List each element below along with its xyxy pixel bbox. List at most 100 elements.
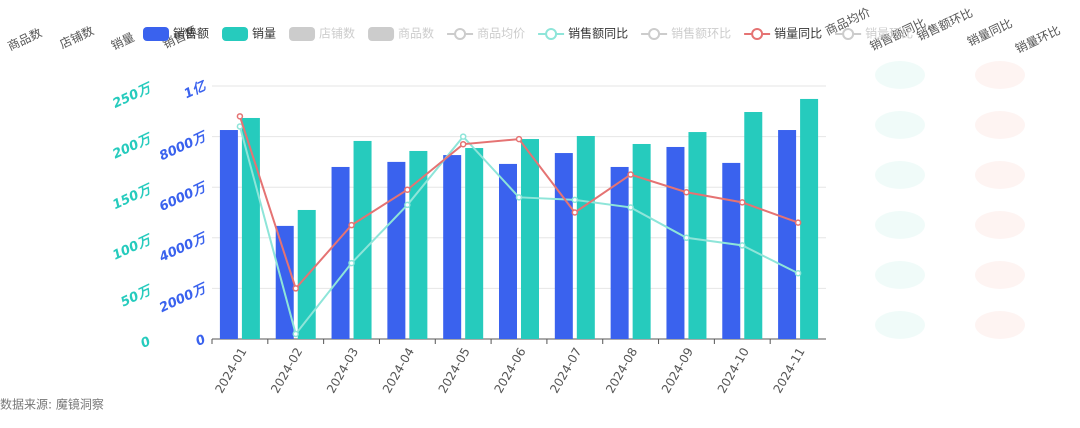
point <box>739 242 746 249</box>
legend-item[interactable]: 销量环比 <box>835 27 913 41</box>
y-tick-label: 1亿 <box>181 77 210 102</box>
axis-name: 商品数 <box>5 25 44 54</box>
legend-label: 店铺数 <box>319 26 355 41</box>
axis-name: 销量同比 <box>965 16 1014 49</box>
y2-tick-label: 200万 <box>110 131 155 163</box>
legend-swatch <box>222 27 249 41</box>
bar <box>610 166 629 339</box>
legend-item[interactable]: 商品数 <box>368 26 434 42</box>
point <box>571 196 579 204</box>
bar <box>499 163 517 339</box>
bar <box>443 155 462 339</box>
x-tick-label: 2024-05 <box>436 345 473 395</box>
x-tick-label: 2024-06 <box>491 345 528 395</box>
legend-swatch <box>454 28 467 40</box>
bar <box>521 139 539 339</box>
y2-tick-label: 100万 <box>110 232 155 264</box>
axis-name: 销量环比 <box>1013 23 1062 56</box>
point <box>459 140 467 148</box>
axis-name: 店铺数 <box>57 23 96 52</box>
x-tick-label: 2024-09 <box>659 345 696 395</box>
legend-label: 销售额同比 <box>568 26 628 41</box>
legend-item[interactable]: 销量 <box>222 27 276 42</box>
y-tick-label: 0 <box>194 332 209 349</box>
legend-swatch <box>842 28 855 40</box>
bar <box>632 143 651 339</box>
axis-name: 销量 <box>109 30 137 53</box>
point <box>515 194 523 201</box>
y-tick-label: 6000万 <box>157 179 211 215</box>
x-tick-label: 2024-10 <box>715 345 752 395</box>
point <box>627 204 634 211</box>
legend-swatch <box>545 28 558 40</box>
legend-item[interactable]: 店铺数 <box>289 26 355 42</box>
bar <box>800 98 819 339</box>
legend-label: 商品均价 <box>477 26 525 41</box>
y2-tick-label: 250万 <box>110 80 155 112</box>
point <box>627 171 634 178</box>
y2-tick-label: 50万 <box>119 282 156 310</box>
x-tick-label: 2024-04 <box>380 345 417 395</box>
point <box>292 330 299 338</box>
legend-label: 销售额 <box>173 26 209 41</box>
legend-label: 商品数 <box>398 26 434 41</box>
x-tick-label: 2024-11 <box>771 345 808 395</box>
legend-item[interactable]: 销售额同比 <box>538 26 628 41</box>
line <box>238 126 799 337</box>
bar <box>219 130 238 339</box>
point <box>404 201 411 209</box>
legend-swatch <box>289 27 316 41</box>
legend-swatch <box>648 28 661 40</box>
point <box>683 234 690 242</box>
bar <box>465 148 484 339</box>
bar <box>722 162 741 339</box>
blur-decor <box>875 61 1025 339</box>
y-tick-label: 2000万 <box>157 280 211 316</box>
bar <box>241 117 260 339</box>
legend-label: 销售额环比 <box>671 26 731 41</box>
legend-item[interactable]: 销量同比 <box>744 27 822 41</box>
legend-swatch <box>368 27 395 41</box>
point <box>794 219 802 226</box>
legend-swatch <box>751 28 764 40</box>
x-tick-label: 2024-03 <box>324 345 361 395</box>
bar <box>409 150 428 339</box>
x-tick-label: 2024-02 <box>268 345 305 395</box>
bar <box>275 225 294 339</box>
legend-label: 销量环比 <box>865 27 913 41</box>
bar <box>353 140 372 339</box>
y-tick-label: 8000万 <box>157 129 211 165</box>
point <box>236 113 244 120</box>
point <box>739 199 746 206</box>
bar <box>778 130 797 339</box>
point <box>515 135 523 143</box>
bar <box>688 132 707 339</box>
bar <box>744 112 763 340</box>
point <box>459 133 467 140</box>
point <box>683 189 690 196</box>
legend-item[interactable]: 销售额 <box>143 26 209 42</box>
x-tick-label: 2024-08 <box>603 345 640 395</box>
y-tick-label: 4000万 <box>156 230 211 266</box>
point <box>404 186 411 193</box>
x-tick-label: 2024-07 <box>547 345 584 395</box>
point <box>292 285 299 292</box>
legend-label: 销量同比 <box>774 27 822 41</box>
y2-tick-label: 150万 <box>110 181 155 213</box>
point <box>348 221 355 229</box>
bar <box>576 135 595 339</box>
x-tick-label: 2024-01 <box>212 345 249 395</box>
legend-label: 销量 <box>252 27 276 41</box>
point <box>794 269 802 277</box>
source: 数据来源: 魔镜洞察 <box>0 397 104 412</box>
point <box>348 259 355 267</box>
y2-tick-label: 0 <box>139 334 154 351</box>
point <box>571 209 579 216</box>
bar <box>666 146 685 339</box>
legend-item[interactable]: 商品均价 <box>447 26 525 41</box>
legend-item[interactable]: 销售额环比 <box>641 26 731 41</box>
bar <box>554 153 573 339</box>
bar <box>387 161 406 339</box>
